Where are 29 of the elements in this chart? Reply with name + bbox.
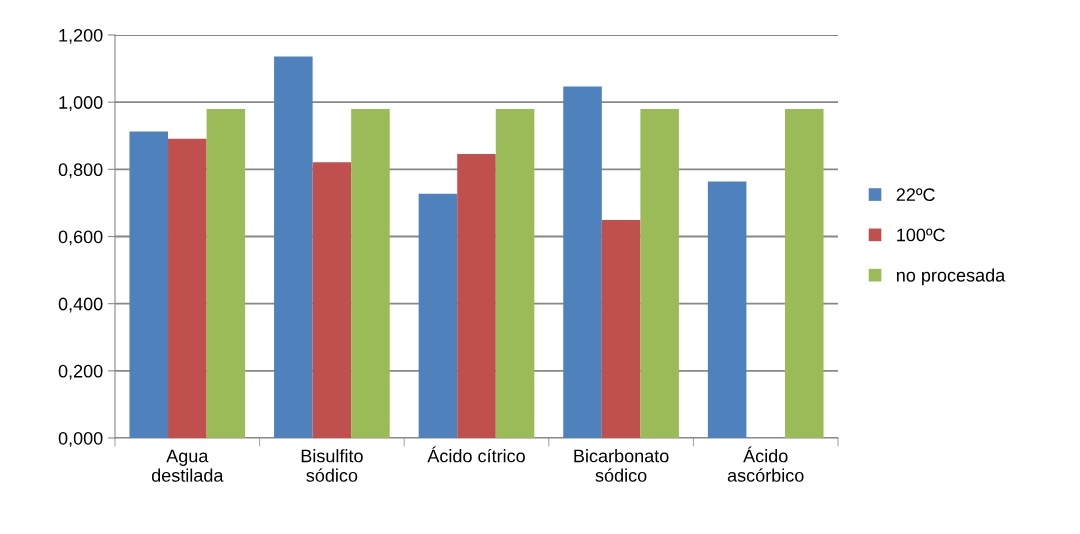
bar [601,220,641,438]
x-tick-label: Ácido cítrico [427,446,525,463]
bar [351,108,390,438]
y-tick-label: 1,200 [59,28,103,44]
bar [418,193,458,438]
y-tick-label: 0,200 [58,364,103,380]
bar [563,86,602,438]
legend-label: no procesada [896,268,1006,286]
bar [784,108,824,438]
x-tick-label: Bicarbonato sódico [574,449,669,482]
bar [312,162,352,438]
legend-label: 100ºC [897,228,945,242]
bar [495,108,535,438]
bar [457,153,496,438]
bar [168,138,207,438]
y-tick-label: 1,000 [59,96,103,112]
x-tick-label: Ácido ascórbico [727,446,804,482]
bar [129,131,169,438]
x-tick-label: Agua destilada [151,449,224,482]
legend-label: 22ºC [896,188,935,202]
bar [707,181,747,438]
y-tick-label: 0,600 [58,230,103,246]
y-tick-label: 0,800 [58,163,103,179]
y-tick-label: 0,400 [58,297,103,313]
bar [274,56,313,438]
bar [640,108,679,438]
bar [206,108,246,438]
y-tick-label: 0,000 [58,431,103,447]
x-tick-label: Bisulfito sódico [301,449,363,482]
